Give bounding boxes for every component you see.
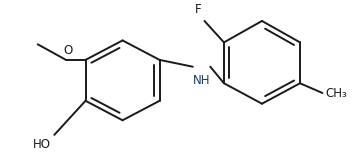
Text: HO: HO xyxy=(33,138,51,151)
Text: NH: NH xyxy=(193,73,210,87)
Text: F: F xyxy=(194,3,201,16)
Text: CH₃: CH₃ xyxy=(326,86,348,100)
Text: O: O xyxy=(63,44,73,57)
